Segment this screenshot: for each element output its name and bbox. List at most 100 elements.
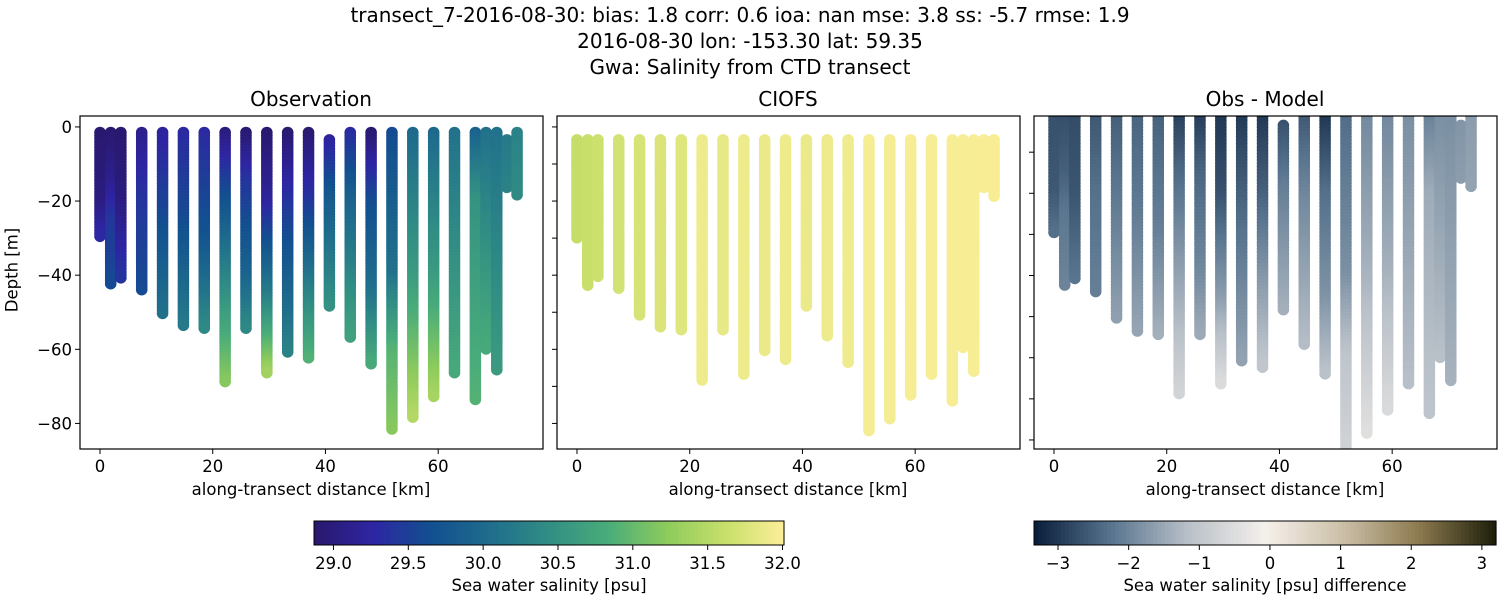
x-tick-label: 20 [1156,457,1177,476]
data-point [675,323,688,336]
colorbar-segment [396,521,401,545]
data-point [480,343,492,355]
data-point [1455,172,1467,184]
data-point [863,424,875,437]
colorbar-segment [439,521,444,545]
data-point [717,323,729,336]
colorbar-segment [321,521,327,545]
data-point [407,411,419,423]
data-point [612,282,625,294]
colorbar-segment [572,521,578,545]
data-point [1381,404,1394,416]
colorbar-segment [329,521,335,545]
colorbar-segment [509,521,515,545]
colorbar-segment [556,521,562,545]
colorbar-segment [384,521,390,545]
data-point [1058,279,1071,291]
x-tick-label: 20 [679,457,700,476]
axes-frame [556,115,1021,450]
x-tick-label: 60 [428,457,449,476]
suptitle-line2: 2016-08-30 lon: -153.30 lat: 59.35 [577,29,923,53]
y-tick-label: −80 [37,414,72,433]
data-point [1361,427,1373,439]
colorbar-segment [345,521,350,545]
colorbar-segment [392,521,397,545]
colorbar-segment [529,521,534,545]
data-point [654,320,667,333]
data-point [1434,351,1446,364]
colorbar-segment [580,521,585,545]
panel-0: 0 20 40 600−20−40−60−80 [37,115,544,476]
data-point [946,395,959,407]
colorbar-segment [349,521,354,545]
data-point [633,309,646,321]
x-tick-label: 0 [1049,457,1060,476]
xlabel-ciofs: along-transect distance [km] [668,480,908,499]
data-point [104,277,117,290]
colorbar-segment [423,521,429,545]
colorbar-segment [411,521,417,545]
colorbar-segment [521,521,527,545]
data-point [1235,354,1248,367]
data-point [365,357,377,370]
data-point [1402,377,1415,390]
data-point [1298,338,1311,350]
scatter-points [94,126,523,435]
panel-title-diff: Obs - Model [1205,87,1325,111]
colorbar-segment [431,521,437,545]
colorbar-segment [408,521,413,545]
data-point [592,270,604,283]
colorbar-segment [560,521,566,545]
data-point [1465,180,1477,193]
data-point [1152,328,1165,341]
data-point [842,356,854,369]
colorbar-segment [317,521,323,545]
data-point [1340,440,1352,449]
colorbar-segment [596,521,601,545]
data-point [135,283,148,296]
colorbar-segment [549,521,554,545]
colorbar-diff-label: Sea water salinity [psu] difference [1123,576,1407,595]
data-point [1089,285,1102,298]
colorbar-segment [364,521,370,545]
data-point [1256,361,1269,373]
colorbar-segment [470,521,476,545]
data-point [490,363,503,376]
data-point [156,307,169,320]
data-point [1215,377,1227,390]
colorbar-segment [505,521,511,545]
colorbar-segment [458,521,464,545]
data-point [1110,312,1123,324]
colorbar-segment [568,521,574,545]
data-point [696,374,708,386]
colorbar-segment [525,521,531,545]
y-tick-label: −40 [37,266,72,285]
data-point [1194,328,1206,341]
x-tick-label: 60 [1382,457,1403,476]
x-tick-label: 0 [95,457,106,476]
colorbar-segment [576,521,581,545]
x-tick-label: 40 [315,457,336,476]
colorbar-segment [361,521,366,545]
colorbar-segment [533,521,538,545]
colorbar-segment [314,521,319,545]
data-point [1069,272,1081,285]
data-point [448,366,461,379]
data-point [115,271,127,284]
x-tick-label: 40 [1269,457,1290,476]
colorbar-segment [545,521,550,545]
colorbar-segment [592,521,597,545]
colorbar-segment [325,521,331,545]
axes-frame [1033,115,1498,450]
data-point [967,365,980,377]
data-point [925,368,938,380]
y-tick-label: −20 [37,192,72,211]
data-point [1277,303,1290,316]
data-point [884,412,896,425]
colorbar-segment [537,521,542,545]
colorbar-segment [337,521,343,545]
y-tick-label: 0 [62,118,73,137]
y-tick-label: −60 [37,340,72,359]
scatter-points [571,134,1000,437]
scatter-points [1048,116,1477,449]
